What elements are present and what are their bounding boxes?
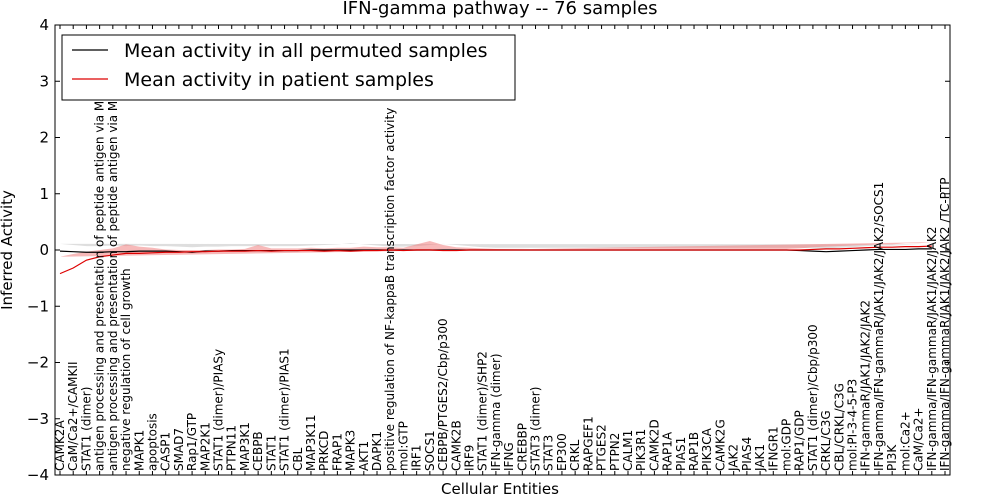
x-tick-label: SMAD7 — [172, 428, 186, 471]
x-tick-label: CAMK2G — [713, 419, 727, 471]
x-tick-label: RAP1/GDP — [793, 410, 807, 471]
line-series-1 — [59, 245, 932, 275]
x-tick-label: mol:GTP — [396, 421, 410, 471]
y-tick-label: 2 — [39, 129, 49, 147]
x-tick-label: Rap1/GTP — [185, 413, 199, 471]
x-tick-label: STAT1 — [264, 435, 278, 471]
x-tick-label: CBL/CRKL/C3G — [832, 383, 846, 471]
x-tick-label: MAP3K1 — [238, 422, 252, 471]
x-tick-label: CEBPB/PTGES2/Cbp/p300 — [436, 318, 450, 471]
x-tick-label: STAT1 (dimer)/PIAS1 — [278, 348, 292, 471]
x-axis-label: Cellular Entities — [441, 480, 559, 498]
x-tick-label: STAT1 (dimer) — [79, 387, 93, 471]
x-tick-label: CaM/Ca2+ — [912, 407, 926, 471]
x-tick-label: IFN-gamma/IFN-gammaR/JAK1/JAK2/JAK2 /TC-… — [938, 177, 952, 471]
x-tick-label: RAP1B — [687, 432, 701, 471]
x-tick-label: EP300 — [555, 433, 569, 471]
x-tick-label: mol:PI-3-4-5-P3 — [846, 379, 860, 471]
x-tick-label: IRF1 — [410, 445, 424, 471]
x-tick-label: CREBBP — [515, 423, 529, 471]
x-tick-label: CRKL — [568, 439, 582, 471]
y-tick-label: −2 — [27, 354, 49, 372]
x-tick-label: PIK3CA — [700, 427, 714, 471]
legend-label-permuted: Mean activity in all permuted samples — [124, 40, 487, 62]
x-tick-label: apoptosis — [145, 413, 159, 471]
x-tick-label: SOCS1 — [423, 430, 437, 471]
legend: Mean activity in all permuted samples Me… — [61, 34, 516, 101]
x-tick-label: JAK2 — [727, 444, 741, 472]
x-tick-label: PRKCD — [317, 431, 331, 471]
x-tick-label: AKT1 — [357, 441, 371, 471]
x-tick-label: MAP3K11 — [304, 414, 318, 471]
x-tick-label: IFN-gammaR/JAK1/JAK2/JAK2 — [859, 300, 873, 471]
y-tick-label: −1 — [27, 297, 49, 315]
y-tick-label: 0 — [39, 241, 49, 259]
x-tick-label: mol:Ca2+ — [898, 411, 912, 471]
x-tick-label: STAT1 (dimer)/Cbp/p300 — [806, 324, 820, 471]
y-tick-label: 3 — [39, 72, 49, 90]
x-tick-label: negative regulation of cell growth — [119, 268, 133, 471]
band-series-1 — [60, 241, 932, 257]
x-tick-label: CaM/Ca2+/CAMKII — [66, 362, 80, 471]
x-tick-label: FRAP1 — [330, 433, 344, 471]
y-tick-label: −4 — [27, 466, 49, 484]
x-tick-label: antigen processing and presentation of p… — [106, 39, 120, 471]
chart-title: IFN-gamma pathway -- 76 samples — [342, 0, 657, 19]
x-tick-label: IFNGR1 — [766, 426, 780, 471]
x-tick-label: STAT3 (dimer) — [529, 387, 543, 471]
x-tick-label: CAMK2B — [449, 420, 463, 471]
x-tick-label: IFN-gamma/IFN-gammaR/JAK1/JAK2/JAK2/SOCS… — [872, 182, 886, 471]
y-tick-label: −3 — [27, 410, 49, 428]
x-tick-label: MAPK3 — [344, 430, 358, 471]
x-tick-label: CAMK2A — [53, 420, 67, 471]
x-tick-label: mol:GDP — [779, 419, 793, 471]
x-tick-label: STAT3 — [542, 435, 556, 471]
x-tick-label: PI3K — [885, 444, 899, 471]
x-tick-label: STAT1 (dimer)/PIASy — [212, 349, 226, 471]
x-tick-label: PIK3R1 — [634, 429, 648, 471]
x-tick-label: CBL — [291, 447, 305, 471]
y-axis-label: Inferred Activity — [0, 190, 16, 310]
x-tick-label: RAP1A — [661, 431, 675, 471]
x-tick-label: RAPGEF1 — [581, 416, 595, 471]
x-tick-label: CRKL/C3G — [819, 410, 833, 471]
x-tick-label: STAT1 (dimer)/SHP2 — [476, 351, 490, 471]
x-tick-label: PTPN11 — [225, 425, 239, 471]
x-tick-label: DAPK1 — [370, 431, 384, 471]
x-tick-label: antigen processing and presentation of p… — [93, 42, 107, 471]
x-tick-label: CEBPB — [251, 431, 265, 471]
y-tick-label: 1 — [39, 185, 49, 203]
y-tick-label: 4 — [39, 16, 49, 34]
x-tick-label: PIAS4 — [740, 437, 754, 471]
x-tick-label: CASP1 — [159, 432, 173, 471]
x-tick-label: MAPK1 — [132, 430, 146, 471]
x-tick-label: IFN-gamma (dimer) — [489, 353, 503, 471]
x-tick-label: IFNG — [502, 442, 516, 471]
x-tick-label: IFN-gamma/IFN-gammaR/JAK1/JAK2/JAK2 — [925, 226, 939, 471]
legend-label-patient: Mean activity in patient samples — [124, 69, 434, 91]
x-tick-label: PTGES2 — [595, 424, 609, 471]
x-tick-label: positive regulation of NF-kappaB transcr… — [383, 108, 397, 471]
x-tick-label: JAK1 — [753, 444, 767, 472]
x-tick-label: IRF9 — [462, 445, 476, 471]
x-tick-label: CALM1 — [621, 430, 635, 471]
x-tick-label: CAMK2D — [647, 419, 661, 471]
x-tick-label: PIAS1 — [674, 437, 688, 471]
legend-box — [61, 34, 516, 101]
x-tick-label: MAP2K1 — [198, 422, 212, 471]
x-tick-label: PTPN2 — [608, 433, 622, 471]
